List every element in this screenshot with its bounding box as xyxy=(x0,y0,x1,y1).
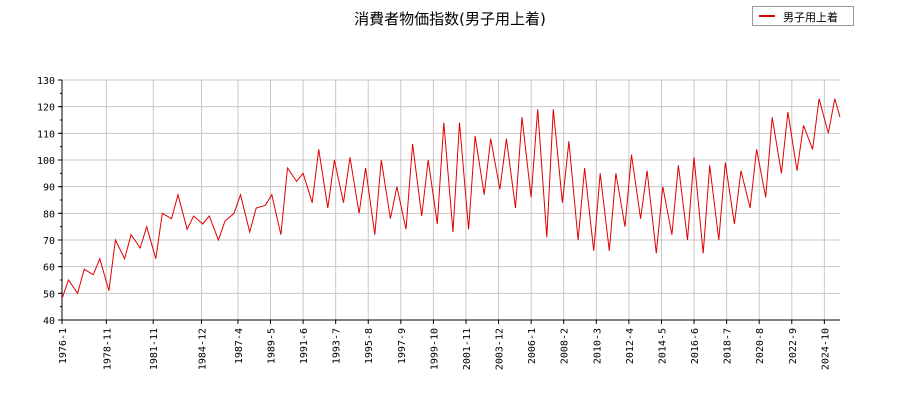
legend: 男子用上着 xyxy=(752,6,854,26)
x-tick-label: 1993-7 xyxy=(332,328,343,364)
x-tick-label: 2014-5 xyxy=(657,328,668,364)
x-tick-label: 2016-6 xyxy=(690,328,701,364)
legend-swatch xyxy=(759,15,775,17)
x-tick-label: 1978-11 xyxy=(102,328,113,370)
x-tick-label: 2008-2 xyxy=(560,328,571,364)
x-tick-label: 2012-4 xyxy=(625,328,636,364)
y-tick-label: 40 xyxy=(43,316,55,327)
y-tick-label: 100 xyxy=(37,156,55,167)
x-tick-label: 2001-11 xyxy=(462,328,473,370)
x-tick-label: 2010-3 xyxy=(592,328,603,364)
y-tick-label: 110 xyxy=(37,129,55,140)
legend-label: 男子用上着 xyxy=(783,11,838,24)
x-tick-label: 2022-9 xyxy=(788,328,799,364)
x-tick-label: 1991-6 xyxy=(299,328,310,364)
x-tick-label: 1984-12 xyxy=(197,328,208,370)
x-tick-label: 1997-9 xyxy=(397,328,408,364)
y-tick-label: 80 xyxy=(43,209,55,220)
x-tick-label: 2020-8 xyxy=(755,328,766,364)
x-tick-label: 1987-4 xyxy=(234,328,245,364)
x-tick-label: 2006-1 xyxy=(527,328,538,364)
y-tick-label: 60 xyxy=(43,263,55,274)
chart-title: 消費者物価指数(男子用上着) xyxy=(354,10,546,28)
x-tick-label: 2003-12 xyxy=(495,328,506,370)
y-tick-label: 70 xyxy=(43,236,55,247)
y-tick-label: 120 xyxy=(37,103,55,114)
x-tick-label: 2024-10 xyxy=(820,328,831,370)
y-tick-label: 50 xyxy=(43,289,55,300)
x-tick-label: 1976-1 xyxy=(58,328,69,364)
y-tick-label: 130 xyxy=(37,76,55,87)
x-tick-label: 1981-11 xyxy=(149,328,160,370)
x-tick-label: 1995-8 xyxy=(364,328,375,364)
series-line xyxy=(61,98,841,299)
y-tick-label: 90 xyxy=(43,183,55,194)
x-tick-label: 1999-10 xyxy=(429,328,440,370)
x-tick-label: 1989-5 xyxy=(267,328,278,364)
x-tick-label: 2018-7 xyxy=(723,328,734,364)
